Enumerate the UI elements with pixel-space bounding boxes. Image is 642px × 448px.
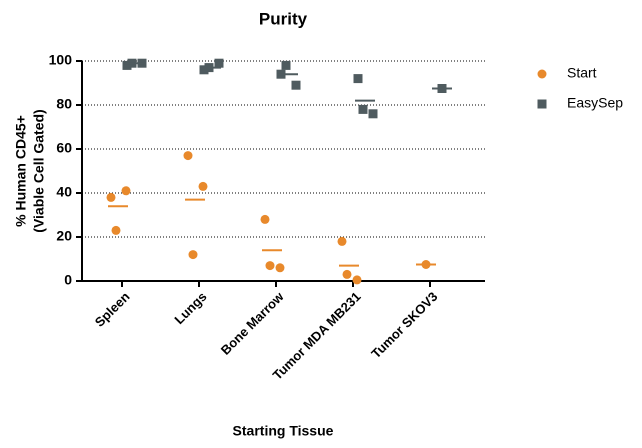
point (260, 214, 270, 224)
point (122, 60, 132, 70)
point (368, 109, 378, 119)
point (111, 225, 121, 235)
x-tick-label: Bone Marrow (218, 288, 287, 357)
point (121, 186, 131, 196)
point (358, 104, 368, 114)
y-axis-label: % Human CD45+ (13, 115, 29, 227)
x-axis-label: Starting Tissue (233, 423, 334, 439)
point (198, 181, 208, 191)
y-tick-label: 0 (64, 272, 72, 288)
point (291, 80, 301, 90)
point (106, 192, 116, 202)
point (353, 74, 363, 84)
point (188, 250, 198, 260)
x-tick-label: Tumor SKOV3 (368, 289, 440, 361)
y-tick-label: 80 (56, 96, 72, 112)
legend-marker (537, 99, 547, 109)
y-tick-label: 40 (56, 184, 72, 200)
x-tick-label: Spleen (92, 289, 133, 330)
y-tick-label: 100 (49, 52, 73, 68)
x-tick-label: Lungs (171, 289, 209, 327)
point (199, 65, 209, 75)
y-tick-label: 20 (56, 228, 72, 244)
legend-label: EasySep (567, 95, 623, 111)
point (342, 269, 352, 279)
x-tick-label: Tumor MDA MB231 (270, 289, 364, 383)
point (183, 151, 193, 161)
y-axis-label: (Viable Cell Gated) (31, 109, 47, 232)
point (281, 60, 291, 70)
point (337, 236, 347, 246)
legend-marker (537, 69, 547, 79)
chart-title: Purity (259, 9, 308, 28)
y-tick-label: 60 (56, 140, 72, 156)
point (275, 263, 285, 273)
legend-label: Start (567, 65, 597, 81)
point (352, 275, 362, 285)
point (265, 261, 275, 271)
point (214, 58, 224, 68)
